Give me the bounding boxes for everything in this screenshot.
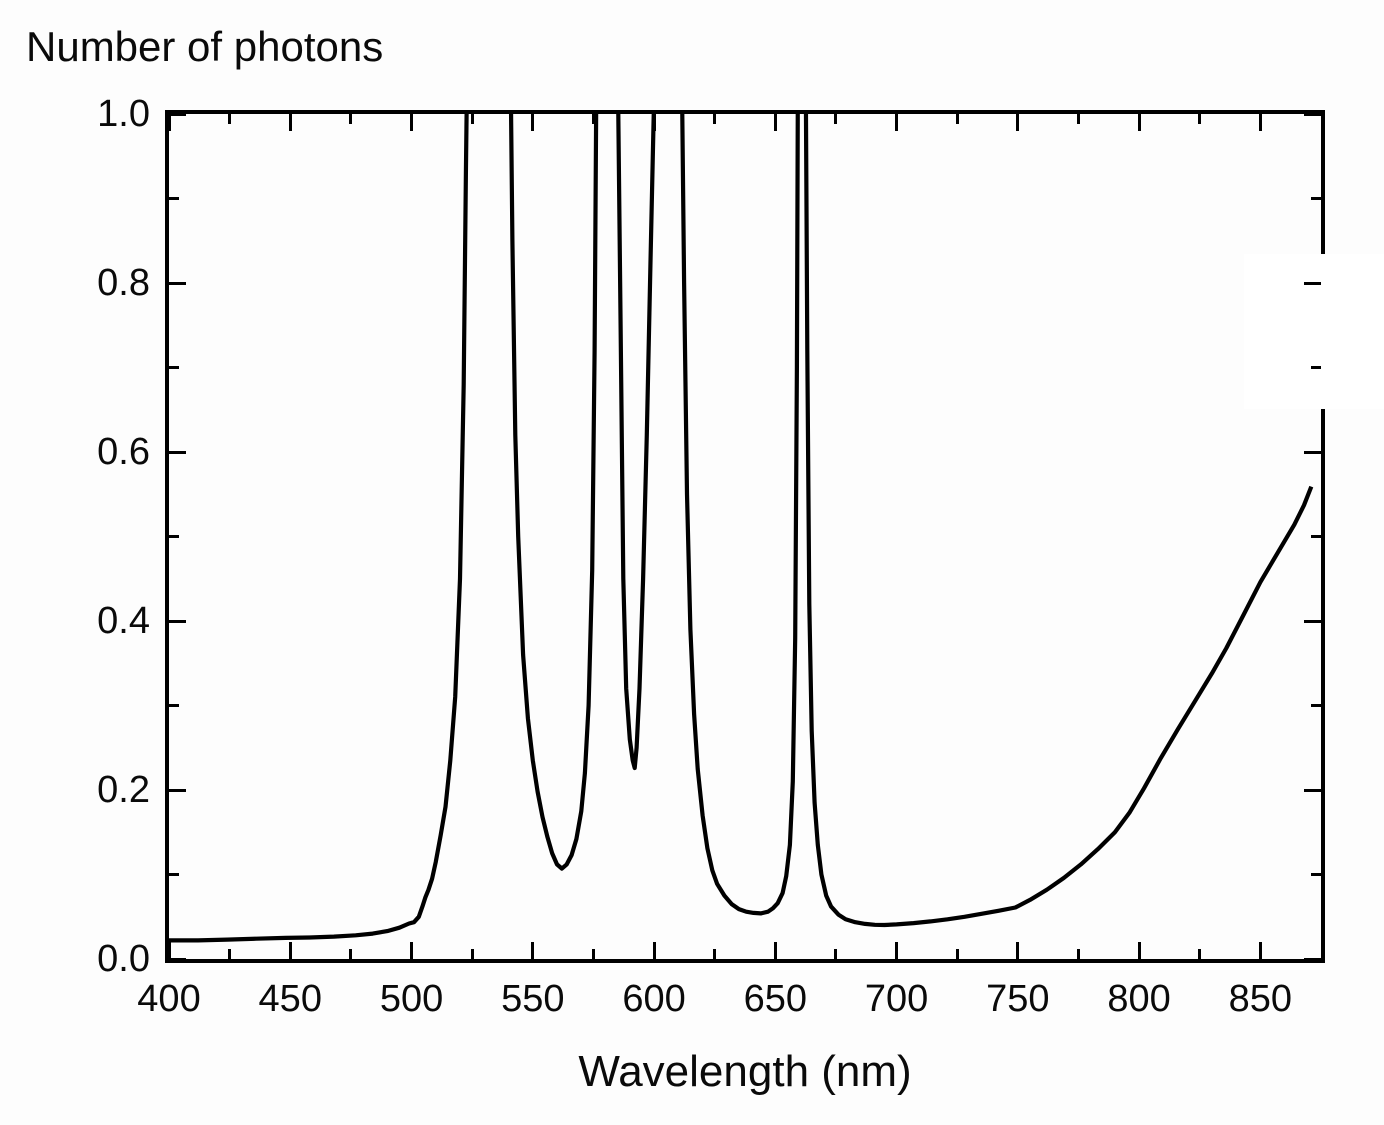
y-tick-label: 0.4 (97, 600, 150, 642)
top-major-tick (1258, 114, 1262, 131)
left-minor-tick (169, 873, 179, 876)
top-minor-tick (591, 114, 595, 124)
right-major-tick (1304, 788, 1321, 792)
top-minor-tick (955, 114, 959, 124)
y-axis-title: Number of photons (26, 23, 384, 70)
top-major-tick (652, 114, 656, 131)
bottom-minor-tick (349, 949, 353, 959)
bottom-minor-tick (713, 949, 717, 959)
spectrum-curve-path (169, 114, 1314, 943)
top-major-tick (895, 114, 899, 131)
bottom-minor-tick (470, 949, 474, 959)
bottom-major-tick (410, 942, 414, 959)
left-major-tick (169, 619, 186, 623)
bottom-major-tick (167, 942, 171, 959)
bottom-minor-tick (834, 949, 838, 959)
spectrum-curve (169, 114, 1314, 943)
top-minor-tick (713, 114, 717, 124)
x-tick-label: 750 (986, 978, 1050, 1020)
left-major-tick (169, 957, 186, 961)
top-major-tick (1137, 114, 1141, 131)
x-tick-label: 600 (622, 978, 686, 1020)
y-tick-label: 0.0 (97, 938, 150, 980)
right-major-tick (1304, 450, 1321, 454)
right-major-tick (1304, 957, 1321, 961)
x-tick-label: 700 (864, 978, 929, 1020)
right-major-tick (1304, 112, 1321, 116)
right-minor-tick (1311, 535, 1321, 538)
x-tick-label: 550 (501, 978, 565, 1020)
x-tick-label: 800 (1107, 978, 1171, 1020)
bottom-minor-tick (228, 949, 232, 959)
top-major-tick (773, 114, 777, 131)
bottom-minor-tick (955, 949, 959, 959)
bottom-minor-tick (1198, 949, 1202, 959)
plot-frame (165, 110, 1384, 963)
left-major-tick (169, 112, 186, 116)
y-tick-label: 1.0 (97, 93, 150, 135)
right-major-tick (1304, 281, 1321, 285)
x-tick-label: 650 (743, 978, 808, 1020)
bottom-minor-tick (591, 949, 595, 959)
x-tick-label: 400 (137, 978, 201, 1020)
bottom-major-tick (531, 942, 535, 959)
x-tick-label: 850 (1228, 978, 1293, 1020)
x-tick-label: 450 (258, 978, 322, 1020)
top-minor-tick (834, 114, 838, 124)
bottom-major-tick (773, 942, 777, 959)
top-minor-tick (1198, 114, 1202, 124)
top-major-tick (167, 114, 171, 131)
bottom-major-tick (1137, 942, 1141, 959)
left-minor-tick (169, 197, 179, 200)
right-major-tick (1304, 619, 1321, 623)
bottom-minor-tick (1076, 949, 1080, 959)
whiteout-patch (1244, 254, 1384, 409)
top-major-tick (410, 114, 414, 131)
bottom-major-tick (1258, 942, 1262, 959)
left-minor-tick (169, 535, 179, 538)
left-major-tick (169, 788, 186, 792)
bottom-major-tick (652, 942, 656, 959)
top-major-tick (531, 114, 535, 131)
left-minor-tick (169, 366, 179, 369)
top-minor-tick (228, 114, 232, 124)
left-major-tick (169, 281, 186, 285)
top-major-tick (1016, 114, 1020, 131)
x-tick-label: 500 (379, 978, 444, 1020)
top-minor-tick (349, 114, 353, 124)
left-minor-tick (169, 704, 179, 707)
top-minor-tick (1076, 114, 1080, 124)
top-minor-tick (470, 114, 474, 124)
y-tick-label: 0.2 (97, 769, 150, 811)
right-minor-tick (1311, 704, 1321, 707)
right-minor-tick (1311, 197, 1321, 200)
top-major-tick (288, 114, 292, 131)
right-minor-tick (1311, 873, 1321, 876)
y-tick-label: 0.8 (97, 262, 150, 304)
bottom-major-tick (1016, 942, 1020, 959)
bottom-major-tick (895, 942, 899, 959)
x-axis-title: Wavelength (nm) (578, 1047, 912, 1096)
right-minor-tick (1311, 366, 1321, 369)
bottom-major-tick (288, 942, 292, 959)
y-tick-label: 0.6 (97, 431, 150, 473)
left-major-tick (169, 450, 186, 454)
